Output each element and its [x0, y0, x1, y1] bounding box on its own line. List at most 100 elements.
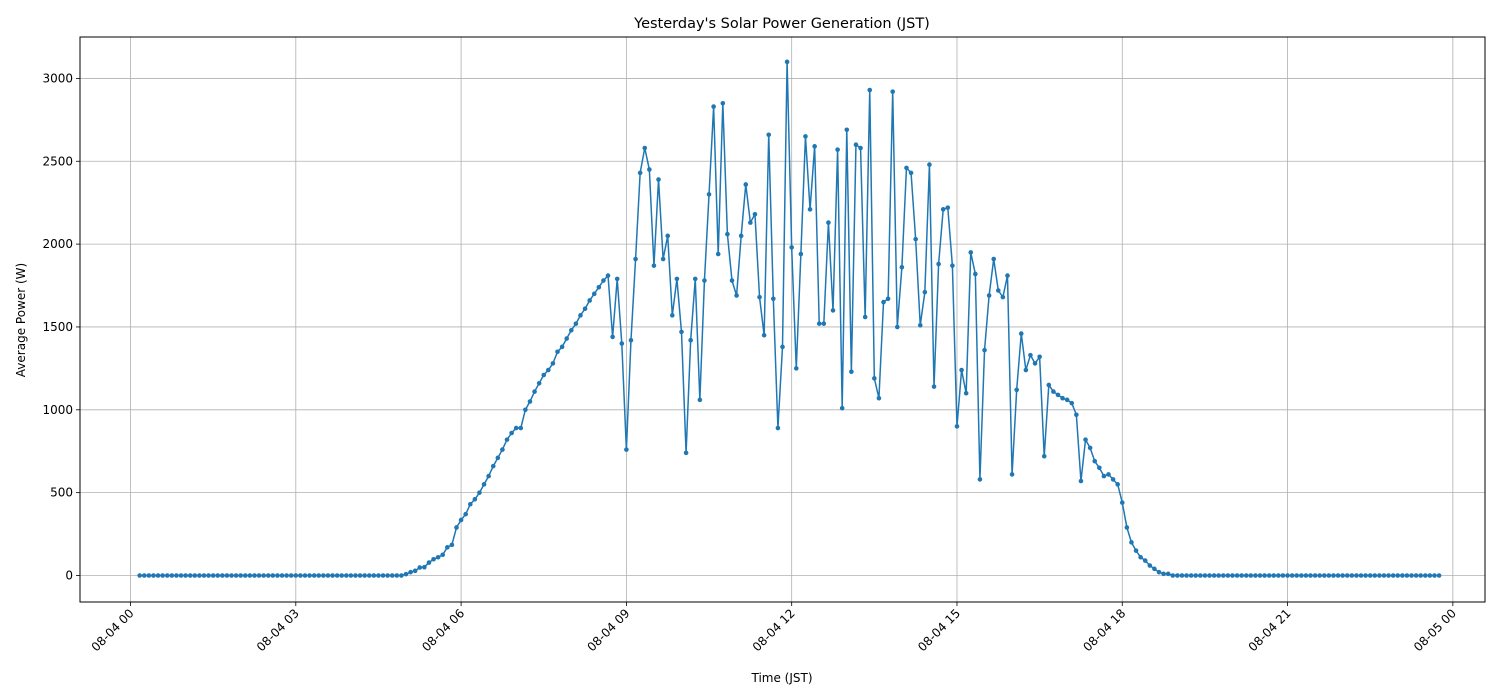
data-point: [683, 450, 689, 456]
data-point: [449, 542, 455, 548]
data-point: [467, 501, 473, 507]
y-tick-label: 0: [65, 568, 73, 582]
data-point: [192, 573, 198, 578]
data-point: [633, 256, 638, 262]
data-point: [771, 296, 776, 302]
data-point: [587, 298, 592, 303]
data-point: [945, 205, 951, 210]
data-point: [738, 233, 744, 239]
data-point: [201, 573, 207, 578]
data-point: [1317, 573, 1323, 578]
data-point: [440, 552, 446, 558]
data-point: [715, 251, 721, 257]
data-point: [1381, 573, 1387, 578]
x-tick-label: 08-04 09: [584, 606, 632, 654]
data-point: [513, 425, 519, 431]
data-point: [1170, 573, 1176, 578]
data-point: [325, 573, 331, 578]
data-point: [1115, 482, 1120, 487]
data-point: [775, 425, 781, 431]
data-point: [568, 327, 574, 333]
data-point: [1262, 573, 1267, 578]
data-point: [206, 573, 211, 578]
data-point: [973, 271, 978, 277]
data-point: [426, 560, 432, 565]
data-point: [642, 145, 648, 151]
data-point: [862, 314, 868, 320]
data-point: [431, 556, 436, 562]
data-point: [1331, 573, 1336, 578]
data-point: [890, 89, 895, 94]
data-point: [1124, 525, 1130, 530]
data-point: [996, 288, 1001, 293]
data-point: [229, 573, 234, 578]
data-point: [849, 369, 854, 374]
data-point: [1390, 573, 1396, 578]
data-point: [954, 424, 960, 429]
data-point: [458, 517, 464, 523]
data-point: [1432, 573, 1437, 578]
data-point: [210, 573, 216, 578]
data-point: [991, 256, 997, 262]
data-point: [233, 573, 239, 578]
data-point: [270, 573, 276, 578]
data-point: [1423, 573, 1428, 578]
data-point: [807, 207, 813, 212]
data-point: [1243, 573, 1249, 578]
data-point: [1335, 573, 1341, 578]
data-point: [293, 573, 299, 578]
data-point: [578, 313, 583, 318]
data-point: [844, 127, 850, 133]
data-point: [1014, 387, 1019, 393]
data-point: [876, 395, 882, 401]
data-point: [913, 236, 918, 242]
data-point: [256, 573, 262, 578]
data-point: [1294, 573, 1300, 578]
data-point: [252, 573, 257, 578]
data-point: [1165, 571, 1171, 577]
data-point: [463, 511, 468, 517]
data-point: [1147, 563, 1153, 568]
data-point: [472, 496, 478, 502]
data-point: [169, 573, 175, 578]
data-point: [816, 321, 822, 326]
y-axis-label: Average Power (W): [14, 263, 28, 377]
data-point: [394, 573, 400, 578]
data-point: [1271, 573, 1277, 578]
data-point: [178, 573, 184, 578]
data-point: [688, 337, 693, 343]
data-point: [1184, 573, 1189, 578]
data-point: [330, 573, 335, 578]
data-point: [288, 573, 294, 578]
data-point: [647, 167, 652, 172]
data-point: [1303, 573, 1309, 578]
data-point: [692, 276, 698, 282]
data-point: [628, 337, 634, 343]
x-tick-label: 08-04 06: [419, 606, 467, 654]
data-point: [1354, 573, 1359, 578]
data-point: [279, 573, 285, 578]
data-point: [1340, 573, 1345, 578]
data-point: [1142, 558, 1148, 563]
data-point: [1285, 573, 1290, 578]
data-point: [757, 294, 762, 300]
data-point: [679, 329, 684, 335]
data-point: [798, 251, 804, 257]
data-point: [1051, 389, 1056, 394]
data-point: [894, 324, 900, 330]
data-point: [247, 573, 253, 578]
data-point: [1312, 573, 1318, 578]
data-point: [1055, 392, 1061, 398]
data-point: [881, 299, 886, 305]
data-point: [1344, 573, 1350, 578]
data-point: [1009, 472, 1015, 477]
data-point: [1087, 445, 1093, 451]
data-point: [1395, 573, 1401, 578]
data-point: [504, 437, 510, 442]
data-point: [670, 313, 675, 318]
data-point: [302, 573, 308, 578]
data-point: [1326, 573, 1332, 578]
ticks: 0 500 1000 1500 2000 2500 3000 08-04 00 08-04 03…: [42, 71, 1459, 654]
data-point: [1436, 573, 1442, 578]
